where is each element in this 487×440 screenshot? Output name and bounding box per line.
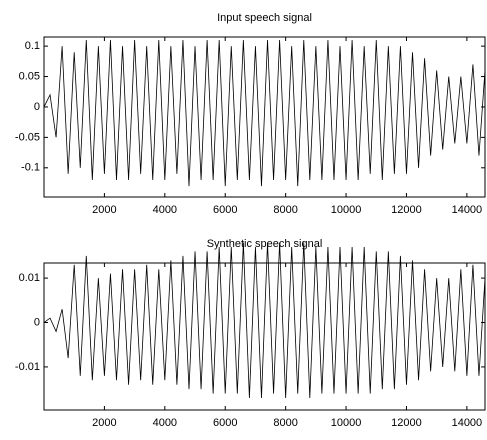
x-tick-label: 6000	[213, 417, 237, 429]
x-tick-label: 12000	[391, 204, 422, 216]
y-tick-label: 0.01	[19, 272, 40, 284]
chart-title: Synthetic speech signal	[207, 238, 323, 250]
x-tick-label: 4000	[153, 204, 177, 216]
x-tick-label: 10000	[331, 417, 362, 429]
x-tick-label: 8000	[273, 204, 297, 216]
x-tick-label: 14000	[452, 204, 483, 216]
signal-line	[43, 40, 486, 187]
y-tick-label: 0	[34, 316, 40, 328]
y-tick-label: 0.1	[25, 40, 40, 52]
y-tick-label: 0.05	[19, 70, 40, 82]
y-tick-label: -0.01	[15, 361, 40, 373]
x-tick-label: 12000	[391, 417, 422, 429]
chart-title: Input speech signal	[217, 12, 312, 24]
x-tick-label: 4000	[153, 417, 177, 429]
x-tick-label: 8000	[273, 417, 297, 429]
plot-frame	[43, 262, 486, 411]
y-tick-label: 0	[34, 101, 40, 113]
x-tick-label: 2000	[92, 204, 116, 216]
x-tick-label: 14000	[452, 417, 483, 429]
plot-frame	[43, 36, 486, 198]
y-tick-label: -0.1	[21, 162, 40, 174]
signal-line	[43, 242, 486, 399]
x-tick-label: 2000	[92, 417, 116, 429]
x-tick-label: 6000	[213, 204, 237, 216]
y-tick-label: -0.05	[15, 131, 40, 143]
x-tick-label: 10000	[331, 204, 362, 216]
